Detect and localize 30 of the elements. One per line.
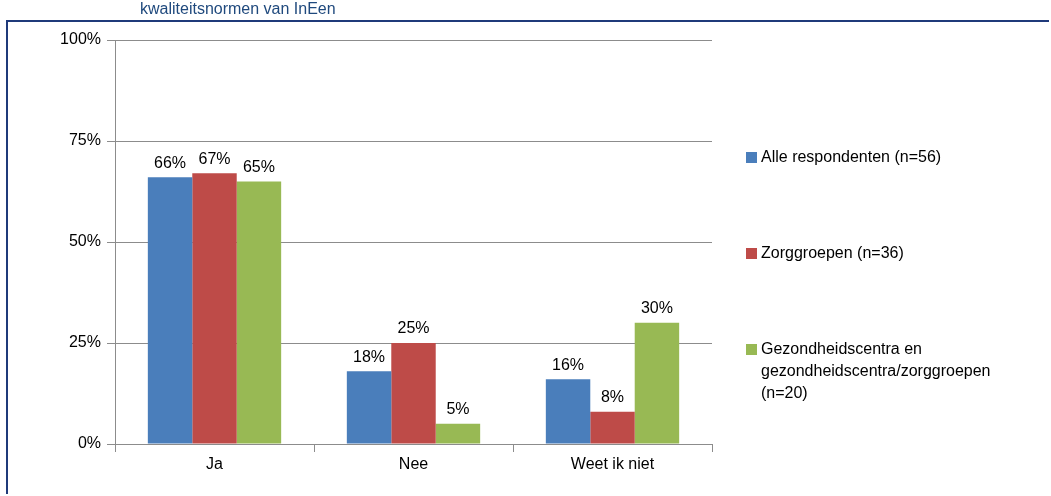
y-tick-label: 0% bbox=[77, 434, 101, 452]
data-label: 30% bbox=[640, 299, 673, 317]
y-tick-label: 25% bbox=[68, 333, 101, 351]
data-label: 5% bbox=[446, 400, 470, 418]
legend-label: Gezondheidscentra en gezondheidscentra/zorggroepen (n=20) bbox=[761, 339, 992, 403]
chart-title: kwaliteitsnormen van InEen bbox=[140, 0, 336, 18]
legend-label: Alle respondenten (n=56) bbox=[761, 147, 942, 167]
bar bbox=[236, 181, 282, 444]
bar bbox=[545, 379, 591, 444]
legend-label: Zorggroepen (n=36) bbox=[761, 243, 904, 263]
bar bbox=[346, 371, 392, 444]
data-label: 25% bbox=[397, 319, 430, 337]
bar bbox=[391, 343, 436, 444]
x-tick-label: Nee bbox=[398, 455, 429, 473]
data-label: 66% bbox=[154, 153, 187, 171]
bar bbox=[435, 423, 481, 444]
data-label: 65% bbox=[242, 157, 275, 175]
data-label: 8% bbox=[600, 388, 625, 406]
data-label: 18% bbox=[353, 347, 386, 365]
bar bbox=[192, 173, 237, 444]
bar bbox=[634, 322, 680, 444]
bar bbox=[590, 411, 635, 444]
x-tick-label: Weet ik niet bbox=[570, 455, 655, 473]
y-tick-label: 75% bbox=[68, 131, 101, 149]
y-tick-label: 100% bbox=[60, 30, 101, 48]
bar bbox=[147, 177, 193, 444]
data-label: 16% bbox=[552, 355, 585, 373]
x-tick-label: Ja bbox=[206, 455, 224, 473]
y-tick-label: 50% bbox=[68, 232, 101, 250]
data-label: 67% bbox=[198, 149, 231, 167]
